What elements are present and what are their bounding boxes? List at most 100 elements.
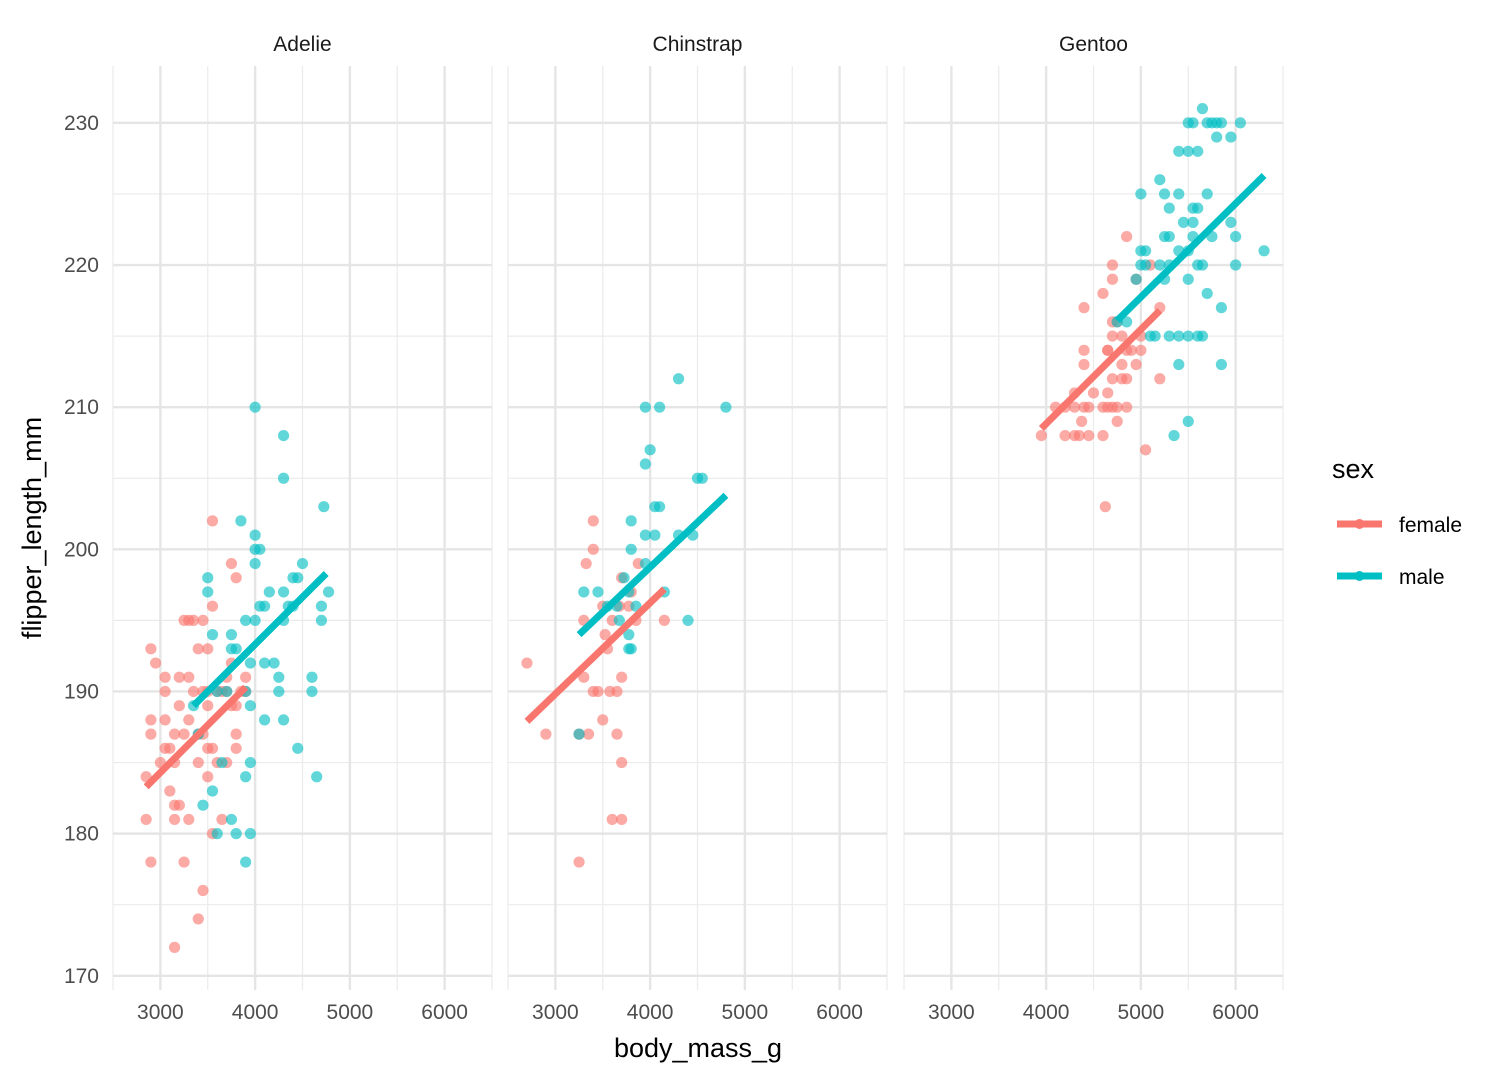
data-point-male: [277, 586, 290, 598]
data-point-female: [159, 685, 171, 698]
series-gentoo-female: [1035, 230, 1166, 513]
facet-label-adelie: Adelie: [273, 33, 331, 56]
data-point-female: [197, 614, 209, 627]
data-point-male: [1182, 415, 1194, 427]
panel-gentoo: Gentoo 3000 4000 5000 6000: [903, 33, 1284, 1024]
data-point-female: [150, 657, 162, 669]
data-point-female: [1078, 358, 1090, 371]
data-point-male: [225, 629, 238, 641]
data-point-female: [183, 671, 195, 683]
data-point-female: [1116, 358, 1128, 371]
data-point-female: [1125, 344, 1137, 356]
data-point-female: [192, 756, 204, 769]
data-point-male: [639, 529, 651, 541]
data-point-male: [306, 671, 318, 683]
legend-key-female-dot: [1354, 519, 1365, 529]
data-point-female: [206, 742, 219, 754]
data-point-male: [639, 401, 651, 413]
data-point-male: [197, 799, 209, 811]
data-point-male: [1182, 145, 1194, 157]
data-point-female: [1059, 430, 1071, 442]
data-point-female: [197, 884, 209, 897]
data-point-female: [168, 728, 181, 740]
data-point-female: [611, 728, 623, 740]
data-point-male: [1187, 216, 1199, 228]
data-point-male: [1154, 174, 1166, 186]
data-point-female: [1111, 415, 1123, 427]
data-point-female: [587, 543, 599, 555]
data-point-female: [1135, 344, 1147, 356]
data-point-female: [173, 799, 185, 811]
data-point-male: [1234, 117, 1246, 129]
data-point-female: [192, 643, 204, 655]
data-point-female: [192, 913, 204, 925]
data-point-female: [168, 941, 181, 953]
fit-line-gentoo-female: [1038, 308, 1163, 431]
data-point-male: [311, 771, 323, 783]
data-point-female: [159, 714, 171, 726]
x-tick-label: 3000: [137, 1001, 184, 1024]
data-point-male: [573, 728, 585, 740]
data-point-male: [318, 501, 330, 513]
data-point-female: [1097, 287, 1109, 300]
data-point-male: [206, 785, 219, 797]
panel-adelie: Adelie 3000 4000 5000 6000 170 180 190 200 210 220…: [64, 33, 493, 1024]
legend-title: sex: [1332, 454, 1375, 484]
data-point-male: [259, 657, 271, 669]
data-point-male: [1163, 330, 1175, 342]
data-point-male: [202, 586, 214, 598]
data-point-female: [1106, 259, 1119, 271]
x-tick-label: 5000: [1118, 1001, 1165, 1024]
data-point-female: [1154, 373, 1166, 385]
data-point-male: [1173, 188, 1185, 200]
data-point-female: [183, 813, 195, 826]
data-point-male: [672, 373, 685, 385]
data-point-female: [521, 657, 533, 669]
data-point-male: [623, 629, 635, 641]
data-point-female: [230, 742, 242, 754]
data-point-female: [206, 515, 219, 527]
data-point-female: [599, 629, 611, 641]
data-point-female: [183, 714, 195, 726]
data-point-male: [1173, 330, 1185, 342]
y-tick-label: 170: [64, 965, 99, 988]
data-point-female: [1121, 230, 1133, 243]
x-tick-label: 3000: [928, 1001, 975, 1024]
data-point-male: [1177, 216, 1190, 228]
data-point-male: [249, 557, 261, 570]
x-tick-label: 3000: [532, 1001, 579, 1024]
data-point-female: [578, 671, 590, 683]
data-point-female: [164, 785, 176, 797]
data-point-female: [582, 728, 595, 740]
data-point-female: [1068, 401, 1081, 413]
data-point-male: [249, 529, 261, 541]
data-point-male: [1225, 131, 1237, 143]
data-point-female: [587, 515, 599, 527]
data-point-male: [720, 401, 732, 413]
data-point-female: [187, 614, 200, 627]
data-point-male: [578, 586, 590, 598]
data-point-female: [573, 856, 585, 868]
data-point-male: [1192, 145, 1204, 157]
legend-item-male: male: [1337, 566, 1445, 589]
data-point-female: [540, 728, 552, 740]
x-tick-label: 6000: [421, 1001, 468, 1024]
data-point-male: [1168, 430, 1180, 442]
data-point-male: [292, 572, 304, 584]
data-point-male: [1196, 259, 1209, 271]
data-point-male: [273, 685, 285, 698]
data-point-female: [1099, 501, 1111, 513]
x-tick-label: 4000: [232, 1001, 279, 1024]
data-point-female: [1078, 344, 1090, 356]
data-point-female: [1087, 387, 1100, 399]
data-point-female: [168, 813, 181, 826]
data-point-female: [225, 557, 238, 570]
data-point-female: [145, 643, 157, 655]
legend-item-female: female: [1337, 514, 1462, 537]
data-point-male: [618, 572, 630, 584]
data-point-male: [249, 401, 261, 413]
data-point-female: [1121, 401, 1133, 413]
data-point-male: [315, 600, 328, 612]
data-point-female: [611, 685, 623, 698]
